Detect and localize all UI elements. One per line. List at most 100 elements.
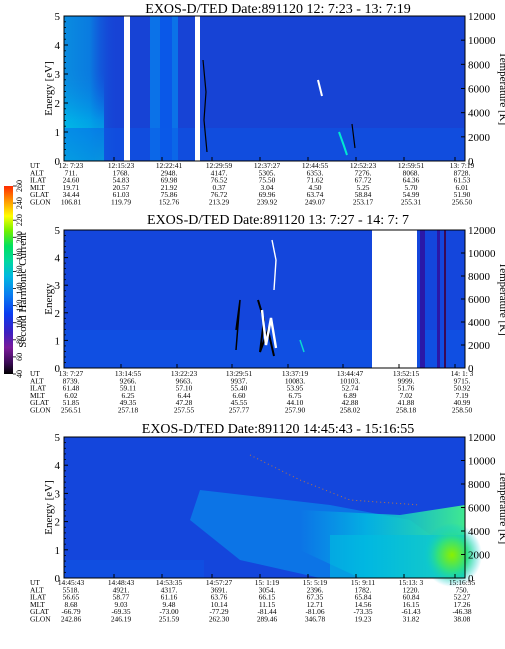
panel-2-cell: 13:44:47 — [337, 369, 364, 378]
panel-1-cell: 1768. — [113, 168, 130, 177]
panel-2-y2tick-label: 12000 — [468, 225, 496, 237]
axis-ticks: 0123450200040006000800010000120000123450… — [55, 11, 497, 585]
panel-2-cell: 13:37:19 — [282, 369, 309, 378]
panel-2-row-label: GLON — [30, 406, 51, 415]
panel-2-cell: 49.35 — [120, 398, 137, 407]
panel-1-cell: 12:15:23 — [108, 161, 135, 170]
panel-2-cell: 57.10 — [176, 384, 193, 393]
panel-3-ylabel: Energy [eV] — [43, 480, 55, 534]
panel-3-cell: 9.48 — [163, 600, 176, 609]
panel-2-cell: 6.44 — [178, 391, 191, 400]
panel-2-cell: 9937. — [231, 376, 248, 385]
panel-2-cell: 53.95 — [287, 384, 304, 393]
panel-1-cell: 20.57 — [113, 183, 130, 192]
panel-2-cell: 13:22:23 — [171, 369, 198, 378]
panel-2-y2tick-label: 8000 — [468, 271, 491, 283]
panel-3-cell: -61.43 — [401, 607, 420, 616]
panel-3-cell: 289.46 — [257, 615, 278, 624]
panel-3-cell: 1782. — [355, 585, 372, 594]
colorbar-tick-label: 140 — [15, 283, 24, 295]
panel-3-cell: 38.08 — [454, 615, 471, 624]
panel-1-cell: 249.07 — [305, 198, 326, 207]
panel-1-title: EXOS-D/TED Date:891120 12: 7:23 - 13: 7:… — [145, 2, 410, 17]
panel-1-cell: 5.70 — [405, 183, 418, 192]
panel-3-cell: 15: 9:11 — [351, 578, 375, 587]
panel-3-cell: 750. — [456, 585, 469, 594]
panel-1-ytick-label: 4 — [55, 40, 61, 52]
panel-2-row-label: GLAT — [30, 398, 49, 407]
panel-1-cell: 6.01 — [456, 183, 469, 192]
panel-2-y2tick-label: 0 — [468, 363, 474, 375]
colorbar-tick-label: 100 — [15, 317, 24, 329]
colorbar-tick-label: 60 — [15, 353, 24, 361]
panel-2-cell: 6.02 — [65, 391, 78, 400]
panel-3-title: EXOS-D/TED Date:891120 14:45:43 - 15:16:… — [142, 422, 414, 437]
panel-1-cell: 4.50 — [309, 183, 322, 192]
panel-1-cell: 61.03 — [113, 190, 130, 199]
panel-1-y2tick-label: 12000 — [468, 11, 496, 23]
panel-1-cell: 2948. — [161, 168, 178, 177]
panel-3-y2tick-label: 0 — [468, 573, 474, 585]
panel-3-cell: 61.16 — [161, 593, 178, 602]
colorbar-ticks: 40 60 80 100 120 140 160 180 200 220 240 260 — [13, 180, 24, 378]
panel-2-cell: 9999. — [398, 376, 415, 385]
panel-1-cell: 75.86 — [161, 190, 178, 199]
panel-1-cell: 13: 7:19 — [450, 161, 475, 170]
panel-1-y2tick-label: 8000 — [468, 59, 491, 71]
panel-3-cell: 15: 1:19 — [255, 578, 280, 587]
panel-1-cell: 152.76 — [159, 198, 180, 207]
colorbar-tick-label: 200 — [15, 231, 24, 243]
colorbar: Second Harmonic Current 40 60 80 100 120 140 1… — [4, 180, 29, 378]
panel-3-cell: -73.00 — [159, 607, 178, 616]
panel-3-cell: 16.15 — [403, 600, 420, 609]
panel-1-cell: 255.31 — [401, 198, 422, 207]
panel-1-cell: 71.62 — [307, 176, 324, 185]
panel-3-row-label: GLON — [30, 615, 51, 624]
panel-2-y2tick-label: 4000 — [468, 317, 491, 329]
panel-2-y2tick-label: 2000 — [468, 340, 491, 352]
panel-2-ytick-label: 4 — [55, 253, 61, 265]
panel-1-ytick-label: 1 — [55, 127, 61, 139]
panel-3-cell: 246.19 — [111, 615, 132, 624]
panel-3-y2tick-label: 10000 — [468, 456, 496, 468]
panel-2-cell: 258.18 — [396, 406, 417, 415]
panel-3-cell: 12.71 — [307, 600, 324, 609]
panel-1-cell: 8728. — [454, 168, 471, 177]
panel-3-y2tick-label: 8000 — [468, 479, 491, 491]
panel-2-cell: 6.75 — [289, 391, 302, 400]
panel-1-cell: 61.53 — [454, 176, 471, 185]
panel-1-ylabel: Energy [eV] — [43, 61, 55, 115]
panel-2-cell: 13:52:15 — [393, 369, 420, 378]
panel-2-row-label: ALT — [30, 376, 44, 385]
panel-1-row-label: GLAT — [30, 190, 49, 199]
panel-1-cell: 21.92 — [161, 183, 178, 192]
panel-1-cell: 256.50 — [452, 198, 473, 207]
panel-1-spectrogram — [64, 16, 465, 161]
panel-1-cell: 34.44 — [63, 190, 80, 199]
panel-3-cell: 5518. — [63, 585, 80, 594]
panel-2-cell: 51.85 — [63, 398, 80, 407]
panel-2-cell: 59.11 — [120, 384, 137, 393]
panel-3-cell: 3054. — [259, 585, 276, 594]
panel-1-cell: 12:44:55 — [302, 161, 329, 170]
panel-2-row-label: ILAT — [30, 384, 46, 393]
panel-3-cell: 17.26 — [454, 600, 471, 609]
panel-3-cell: 31.82 — [403, 615, 420, 624]
panel-3-cell: 251.59 — [159, 615, 180, 624]
panel-2-cell: 61.48 — [63, 384, 80, 393]
panel-3-cell: 10.14 — [211, 600, 228, 609]
panel-1-y2tick-label: 10000 — [468, 35, 496, 47]
panel-3-cell: 66.15 — [259, 593, 276, 602]
panel-2-cell: 257.90 — [285, 406, 306, 415]
panel-3-cell: 58.77 — [113, 593, 130, 602]
colorbar-tick-label: 180 — [15, 248, 24, 260]
panel-3-row-label: ALT — [30, 585, 44, 594]
panel-2-ytick-label: 2 — [55, 308, 61, 320]
panel-2-row-label: MLT — [30, 391, 45, 400]
panel-3-row-label: MLT — [30, 600, 45, 609]
panel-3-cell: 15:16:55 — [449, 578, 476, 587]
panel-1-y2label: Temperature [K] — [497, 52, 505, 125]
panel-2-cell: 13: 7:27 — [59, 369, 84, 378]
